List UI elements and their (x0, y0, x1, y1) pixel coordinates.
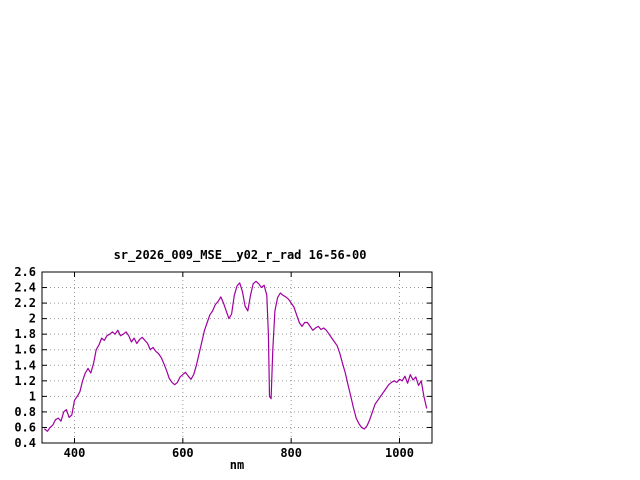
y-tick-label: 2.6 (14, 265, 36, 279)
spectrum-line (44, 280, 428, 432)
y-tick-label: 1 (29, 389, 36, 403)
x-tick-label: 800 (280, 446, 302, 460)
y-tick-label: 1.2 (14, 374, 36, 388)
y-tick-label: 2.2 (14, 296, 36, 310)
y-tick-label: 1.4 (14, 358, 36, 372)
x-tick-label: 1000 (385, 446, 414, 460)
y-tick-label: 0.8 (14, 405, 36, 419)
x-axis-label: nm (230, 458, 244, 472)
plot-layer: 400 600 800 10000.40.60.811.21.41.61.822.22… (14, 265, 433, 460)
chart-title: sr_2026_009_MSE__y02_r_rad 16-56-00 (114, 248, 367, 263)
y-tick-label: 2.4 (14, 281, 36, 295)
y-tick-label: 0.4 (14, 436, 36, 450)
y-tick-label: 0.6 (14, 420, 36, 434)
y-tick-label: 1.6 (14, 343, 36, 357)
y-tick-label: 1.8 (14, 327, 36, 341)
y-tick-label: 2 (29, 312, 36, 326)
x-tick-label: 600 (172, 446, 194, 460)
x-tick-label: 400 (64, 446, 86, 460)
